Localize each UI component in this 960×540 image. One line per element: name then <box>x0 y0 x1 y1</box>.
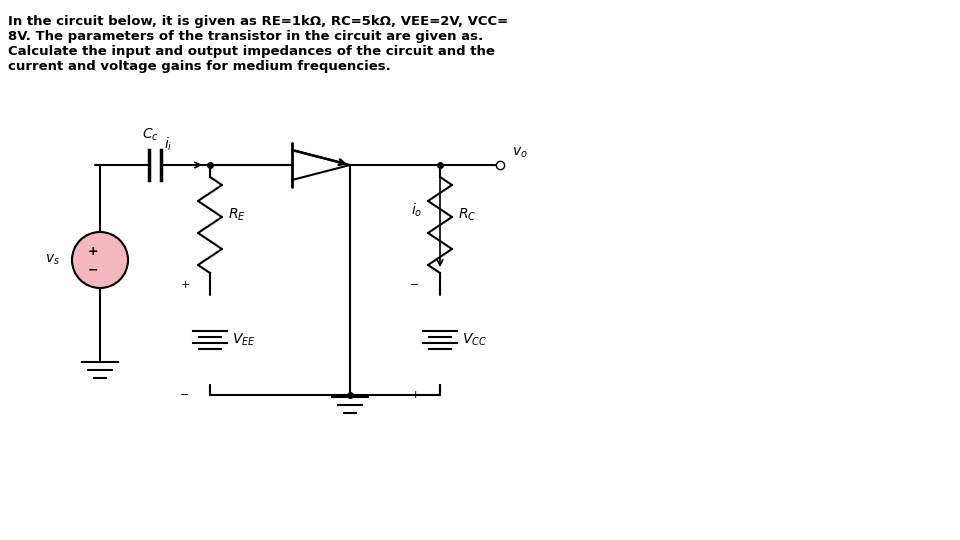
Text: −: − <box>410 280 420 290</box>
Text: $V_{EE}$: $V_{EE}$ <box>232 332 255 348</box>
Text: $v_o$: $v_o$ <box>512 146 528 160</box>
Text: $C_c$: $C_c$ <box>141 126 158 143</box>
Text: +: + <box>180 280 190 290</box>
Text: $i_o$: $i_o$ <box>411 201 422 219</box>
Text: +: + <box>410 390 420 400</box>
Text: −: − <box>87 264 98 276</box>
Text: +: + <box>87 245 98 258</box>
Text: $R_E$: $R_E$ <box>228 207 246 223</box>
Text: $R_C$: $R_C$ <box>458 207 476 223</box>
Text: −: − <box>180 390 190 400</box>
Text: $v_s$: $v_s$ <box>45 253 60 267</box>
Text: $V_{CC}$: $V_{CC}$ <box>462 332 487 348</box>
Text: $i_i$: $i_i$ <box>164 136 172 153</box>
Text: In the circuit below, it is given as RE=1kΩ, RC=5kΩ, VEE=2V, VCC=
8V. The parame: In the circuit below, it is given as RE=… <box>8 15 508 73</box>
Circle shape <box>72 232 128 288</box>
